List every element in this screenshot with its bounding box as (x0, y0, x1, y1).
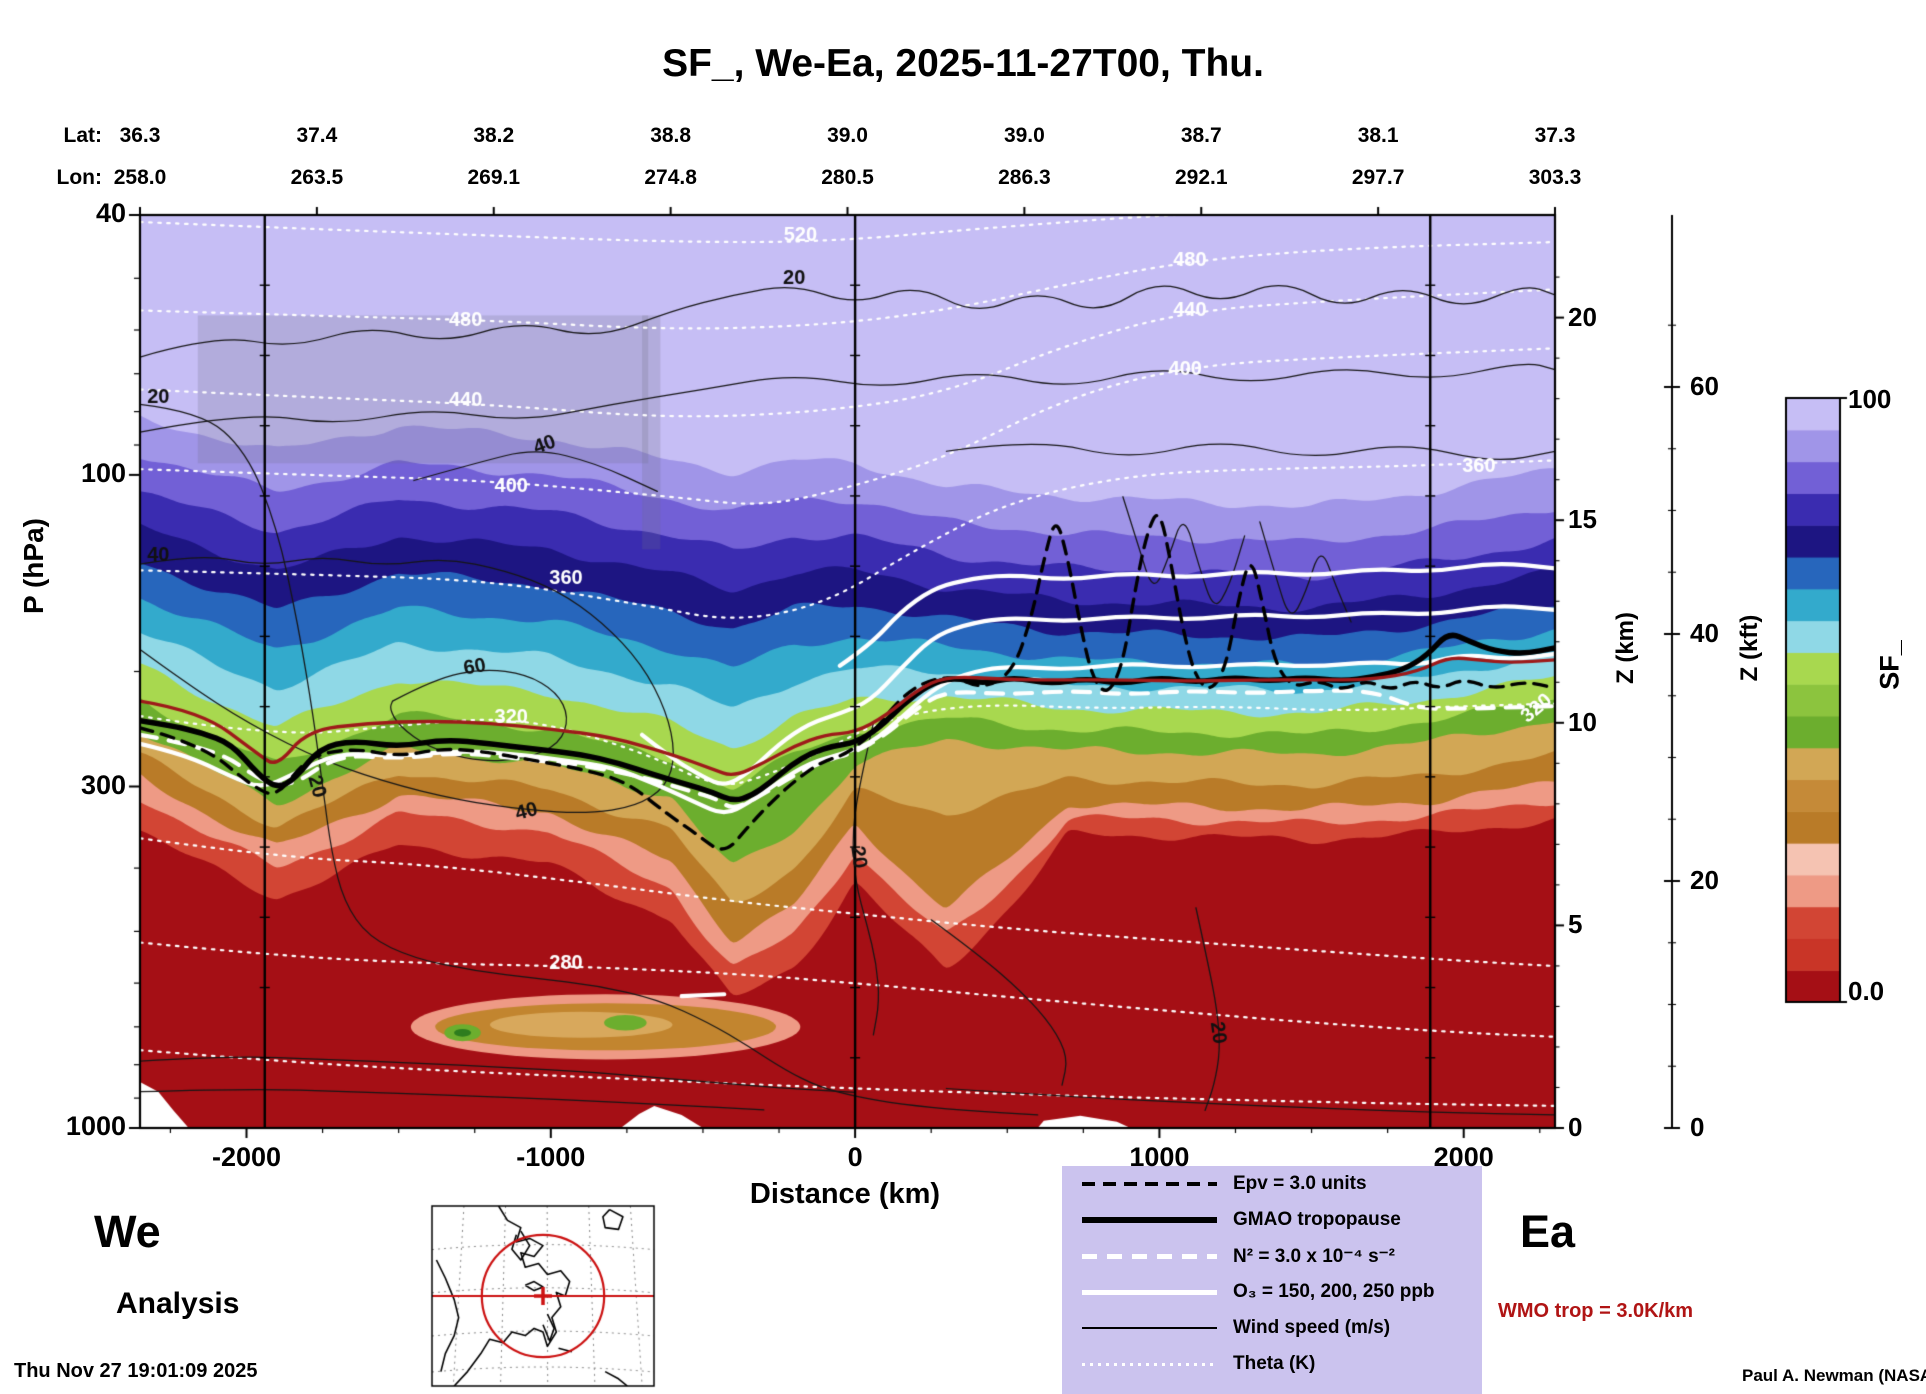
lat-value: 38.2 (473, 124, 515, 147)
z-km-tick-label: 20 (1568, 301, 1597, 332)
legend-item-n2: N² = 3.0 x 10⁻⁴ s⁻² (1062, 1238, 1482, 1274)
epv-line-sample (1082, 1182, 1217, 1186)
p-tick-label: 300 (80, 769, 126, 800)
wmo-trop-note: WMO trop = 3.0K/km (1498, 1300, 1694, 1322)
lon-value: 286.3 (998, 166, 1051, 189)
lon-value: 280.5 (821, 166, 874, 189)
legend-rows: Epv = 3.0 units GMAO tropopause N² = 3.0 x… (1062, 1166, 1482, 1382)
figure-title: SF_, We-Ea, 2025-11-27T00, Thu. (662, 42, 1264, 85)
z-km-tick-label: 15 (1568, 504, 1597, 535)
z-kft-tick-label: 0 (1690, 1112, 1705, 1142)
lat-value: 37.4 (296, 124, 338, 147)
lon-value: 274.8 (644, 166, 697, 189)
z-km-tick-label: 0 (1568, 1112, 1583, 1142)
legend-item-epv: Epv = 3.0 units (1062, 1166, 1482, 1202)
west-end-label: We (94, 1206, 161, 1257)
lat-value: 39.0 (827, 124, 868, 147)
legend-item-theta: Theta (K) (1062, 1346, 1482, 1382)
z-km-tick-label: 10 (1568, 706, 1597, 737)
lon-value: 258.0 (113, 166, 167, 189)
timestamp-label: Thu Nov 27 19:01:09 2025 (14, 1360, 258, 1382)
x-tick-label: 0 (847, 1142, 863, 1172)
pressure-axis-title: P (hPa) (18, 518, 49, 614)
p-tick-label: 1000 (65, 1111, 126, 1141)
z-kft-tick-label: 40 (1690, 617, 1719, 648)
x-tick-label: -2000 (211, 1142, 282, 1172)
legend-item-label: Theta (K) (1233, 1353, 1316, 1374)
lon-value: 303.3 (1528, 166, 1582, 189)
legend-item-label: GMAO tropopause (1233, 1209, 1401, 1230)
z-kft-tick-label: 20 (1690, 864, 1719, 895)
legend: Epv = 3.0 units GMAO tropopause N² = 3.0 x… (1062, 1166, 1482, 1394)
lat-value: 38.1 (1357, 124, 1399, 147)
x-tick-label: -1000 (516, 1142, 586, 1172)
wind-line-sample (1082, 1327, 1217, 1329)
p-tick-label: 40 (95, 198, 126, 228)
lat-value: 36.3 (119, 124, 161, 147)
colorbar-min-value: 0.0 (1848, 976, 1885, 1006)
n2-line-sample (1082, 1253, 1217, 1259)
theta-line-sample (1082, 1362, 1217, 1366)
legend-item-label: Epv = 3.0 units (1233, 1173, 1367, 1194)
colorbar-max-value: 100 (1848, 384, 1892, 414)
east-end-label: Ea (1520, 1206, 1576, 1257)
legend-item-wind: Wind speed (m/s) (1062, 1310, 1482, 1346)
x-tick-label: 2000 (1433, 1142, 1494, 1172)
lon-value: 297.7 (1351, 166, 1405, 189)
legend-item-label: Wind speed (m/s) (1233, 1317, 1391, 1338)
p-tick-label: 100 (80, 457, 126, 488)
legend-item-tropopause: GMAO tropopause (1062, 1202, 1482, 1238)
lon-value: 263.5 (290, 166, 344, 189)
legend-item-label: N² = 3.0 x 10⁻⁴ s⁻² (1233, 1245, 1396, 1267)
distance-axis-title: Distance (km) (749, 1178, 941, 1210)
lat-axis-prefix: Lat: (63, 124, 103, 147)
lon-value: 292.1 (1174, 166, 1228, 189)
lat-value: 37.3 (1534, 124, 1576, 147)
lat-value: 38.8 (650, 124, 692, 147)
z-kft-axis-title: Z (kft) (1736, 614, 1763, 682)
credit-label: Paul A. Newman (NASA (1742, 1366, 1926, 1385)
legend-item-label: O₃ = 150, 200, 250 ppb (1233, 1281, 1435, 1302)
lat-value: 39.0 (1003, 124, 1045, 147)
z-km-tick-label: 5 (1568, 909, 1583, 940)
colorbar-title: SF_ (1874, 640, 1905, 690)
lat-value: 38.7 (1180, 124, 1222, 147)
o3-line-sample (1082, 1289, 1217, 1295)
x-tick-label: 1000 (1129, 1142, 1190, 1172)
analysis-label: Analysis (116, 1287, 240, 1320)
legend-item-o3: O₃ = 150, 200, 250 ppb (1062, 1274, 1482, 1310)
lon-value: 269.1 (467, 166, 521, 189)
z-kft-tick-label: 60 (1690, 370, 1719, 401)
lon-axis-prefix: Lon: (56, 166, 102, 189)
tropopause-line-sample (1082, 1217, 1217, 1223)
z-km-axis-title: Z (km) (1612, 612, 1639, 684)
